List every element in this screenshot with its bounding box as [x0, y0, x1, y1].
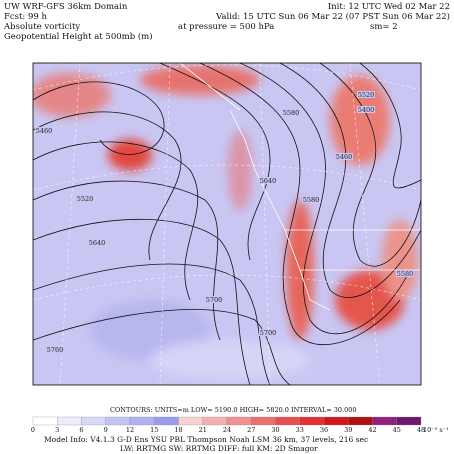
- contour-label: 5640: [89, 239, 106, 247]
- contour-label-bg: [282, 109, 300, 116]
- physics-info: LW: RRTMG SW: RRTMG DIFF: full KM: 2D Sm…: [120, 444, 318, 453]
- colorbar-swatch: [396, 416, 422, 426]
- contour-label-bg: [35, 127, 53, 134]
- contour-label: 5580: [303, 196, 320, 204]
- smoothing-label: sm= 2: [370, 22, 398, 32]
- colorbar-label: 27: [247, 426, 255, 434]
- colorbar-label: 33: [296, 426, 304, 434]
- contour-label: 5760: [47, 346, 64, 354]
- colorbar-swatch: [178, 416, 203, 426]
- map-frame: [32, 62, 422, 386]
- contour-label-bg: [396, 270, 414, 277]
- header-line: Absolute vorticity: [3, 22, 80, 32]
- colorbar-label: 9: [104, 426, 108, 434]
- header-line: UW WRF-GFS 36km Domain: [4, 2, 128, 12]
- colorbar-label: 0: [31, 426, 35, 434]
- contour-label-bg: [46, 346, 64, 353]
- contour-label: 5580: [397, 270, 414, 278]
- colorbar-swatch: [323, 416, 349, 426]
- colorbar-label: 39: [344, 426, 352, 434]
- contour-label-bg: [357, 91, 375, 98]
- colorbar-swatch: [57, 416, 82, 426]
- contour-label-bg: [88, 239, 106, 246]
- colorbar-swatch: [275, 416, 300, 426]
- pressure-label: at pressure = 500 hPa: [178, 22, 274, 32]
- model-info: Model Info: V4.1.3 G-D Ens YSU PBL Thomp…: [44, 435, 368, 444]
- colorbar-label: 3: [55, 426, 59, 434]
- contour-label-bg: [357, 106, 375, 113]
- contour-label: 5700: [206, 296, 223, 304]
- colorbar-label: 24: [223, 426, 231, 434]
- colorbar-swatch: [226, 416, 252, 426]
- colorbar-label: 15: [150, 426, 158, 434]
- contour-label: 5700: [260, 329, 277, 337]
- colorbar-swatch: [372, 416, 397, 426]
- header-line: Fcst: 99 h: [4, 12, 48, 22]
- contour-label: 5400: [358, 106, 375, 114]
- colorbar-swatch: [129, 416, 155, 426]
- colorbar-label: 18: [174, 426, 182, 434]
- colorbar-label: 30: [271, 426, 279, 434]
- colorbar-label: 6: [79, 426, 83, 434]
- colorbar-swatch: [154, 416, 179, 426]
- colorbar-label: 48: [417, 426, 425, 434]
- contour-label: 5460: [36, 127, 53, 135]
- colorbar-swatch: [348, 416, 373, 426]
- colorbar-swatch: [251, 416, 276, 426]
- colorbar-swatch: [299, 416, 325, 426]
- colorbar-swatch: [105, 416, 131, 426]
- contours-info: CONTOURS: UNITS=m LOW= 5190.0 HIGH= 5820…: [110, 406, 357, 414]
- contour-label-bg: [259, 329, 277, 336]
- colorbar-label: 42: [368, 426, 376, 434]
- colorbar-label: 12: [126, 426, 134, 434]
- contour-label-bg: [259, 177, 277, 184]
- contour-label: 5580: [283, 109, 300, 117]
- header-line: Init: 12 UTC Wed 02 Mar 22: [328, 2, 450, 12]
- colorbar-label: 45: [393, 426, 401, 434]
- colorbar-label: 36: [320, 426, 328, 434]
- map: 5460 5520 5640 5700 5760 5580 5400 5520 5640 5460…: [33, 63, 421, 385]
- colorbar-swatch: [202, 416, 228, 426]
- contour-label: 5520: [77, 195, 94, 203]
- contour-label-bg: [205, 296, 223, 303]
- colorbar-swatch: [32, 416, 58, 426]
- colorbar: 0 3 6 9 12 15 18 21 24 27 30 33 36 39 42 45 48: [31, 416, 425, 434]
- contour-label: 5640: [260, 177, 277, 185]
- contour-label-bg: [76, 195, 94, 202]
- colorbar-unit: 10⁻⁵ s⁻¹: [423, 426, 449, 434]
- contour-label-bg: [302, 196, 320, 203]
- colorbar-label: 21: [199, 426, 207, 434]
- header-line: Valid: 15 UTC Sun 06 Mar 22 (07 PST Sun …: [215, 11, 450, 22]
- header-line: Geopotential Height at 500mb (m): [4, 31, 153, 42]
- colorbar-swatch: [81, 416, 106, 426]
- contour-label-bg: [335, 153, 353, 160]
- contour-label: 5460: [336, 153, 353, 161]
- contour-label: 5520: [358, 91, 375, 99]
